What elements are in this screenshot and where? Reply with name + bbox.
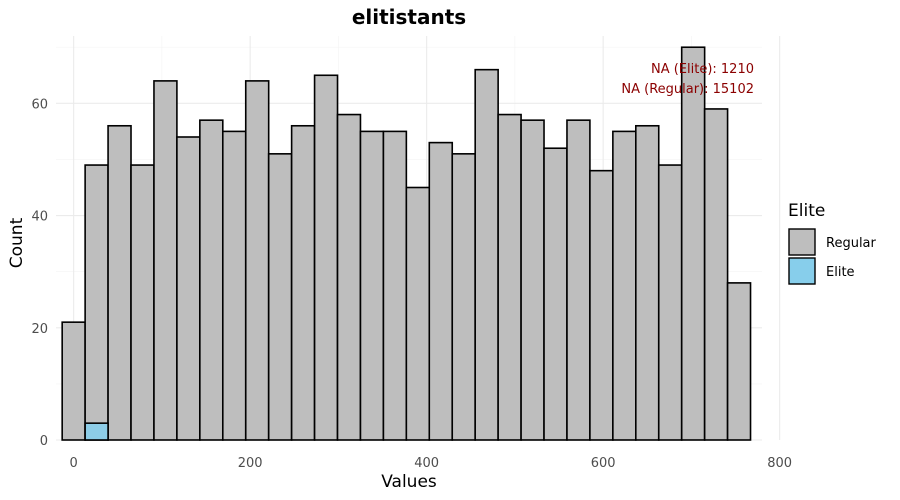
bar-regular-26: [657, 164, 683, 441]
x-axis-title: Values: [381, 472, 437, 492]
bar-regular-1: [84, 164, 109, 441]
bar-regular-23: [589, 169, 614, 441]
y-tick-label: 20: [31, 322, 48, 337]
bar-regular-24: [612, 130, 637, 441]
bar-regular-9: [267, 153, 293, 441]
bar-regular-18: [474, 68, 499, 441]
bar-regular-8: [244, 80, 270, 441]
bar-regular-17: [451, 153, 476, 441]
bar-regular-29: [726, 282, 752, 441]
y-tick-label: 0: [40, 434, 48, 449]
na-regular-annotation: NA (Regular): 15102: [621, 82, 754, 97]
bar-regular-25: [635, 124, 660, 441]
legend-swatch-elite: [788, 257, 816, 285]
bar-regular-6: [199, 119, 224, 441]
legend-label-elite: Elite: [826, 265, 855, 280]
bar-regular-14: [382, 130, 408, 441]
legend-title: Elite: [788, 201, 825, 221]
bar-regular-5: [176, 136, 201, 441]
bar-regular-19: [497, 113, 522, 441]
x-tick-label: 600: [591, 456, 616, 471]
x-tick-label: 200: [238, 456, 263, 471]
bar-regular-0: [61, 321, 86, 441]
bar-regular-3: [130, 164, 155, 441]
legend-label-regular: Regular: [826, 236, 877, 251]
x-tick-label: 0: [70, 456, 78, 471]
bar-regular-12: [336, 113, 362, 441]
bar-regular-7: [221, 130, 247, 441]
bar-regular-16: [428, 141, 454, 441]
x-axis-ticks: 0 200 400 600 800: [70, 456, 793, 471]
legend-swatch-regular: [788, 228, 816, 256]
bar-regular-22: [566, 119, 591, 441]
bar-elite-1: [84, 422, 109, 441]
bar-regular-13: [359, 130, 385, 441]
bar-regular-4: [153, 80, 178, 441]
bar-regular-28: [703, 108, 729, 441]
x-tick-label: 400: [414, 456, 439, 471]
bar-regular-21: [543, 147, 568, 441]
y-axis-ticks: 0 20 40 60: [31, 97, 48, 449]
bar-regular-10: [290, 124, 316, 441]
y-axis-title: Count: [7, 217, 27, 268]
x-tick-label: 800: [767, 456, 792, 471]
bar-regular-27: [680, 46, 706, 441]
bars: [61, 46, 752, 441]
na-elite-annotation: NA (Elite): 1210: [651, 62, 754, 77]
legend: Elite Regular Elite: [788, 201, 877, 285]
y-tick-label: 60: [31, 97, 48, 112]
bar-regular-20: [520, 119, 545, 441]
bar-regular-11: [313, 74, 339, 441]
bar-regular-15: [405, 186, 431, 441]
chart-title: elitistants: [352, 5, 466, 29]
y-tick-label: 40: [31, 210, 48, 225]
bar-regular-2: [107, 124, 132, 441]
